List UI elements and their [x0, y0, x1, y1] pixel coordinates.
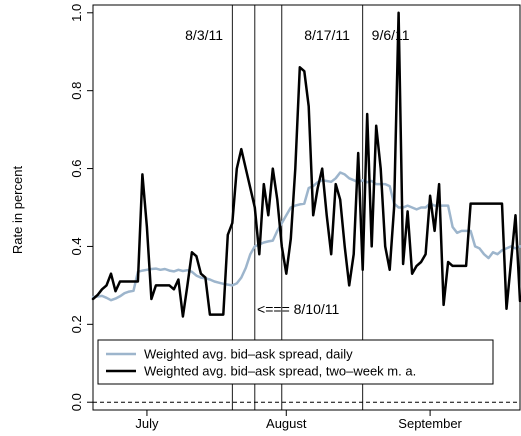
y-axis-title: Rate in percent — [10, 166, 25, 255]
annotations: 8/3/11 8/17/11 9/6/11 <=== 8/10/11 — [185, 27, 410, 317]
plot-area — [92, 4, 521, 411]
x-tick-label: July — [135, 416, 159, 431]
axes: 0.0 0.2 0.4 0.6 0.8 1.0 July August September — [69, 4, 463, 431]
y-tick-label: 0.8 — [69, 82, 84, 100]
legend-label: Weighted avg. bid–ask spread, two–week m… — [144, 364, 416, 379]
legend-box — [97, 339, 494, 385]
plot-border — [92, 4, 521, 411]
series-line-daily — [91, 171, 521, 302]
annotation-label: <=== 8/10/11 — [257, 301, 339, 317]
y-tick-label: 0.2 — [69, 315, 84, 333]
x-tick-label: August — [266, 416, 307, 431]
legend: Weighted avg. bid–ask spread, daily Weigh… — [97, 339, 494, 385]
y-tick-label: 0.6 — [69, 160, 84, 178]
y-tick-label: 0.4 — [69, 237, 84, 255]
series-line-moving-average — [91, 11, 521, 318]
annotation-label: 8/17/11 — [304, 27, 350, 43]
series-layer — [91, 11, 521, 318]
annotation-label: 9/6/11 — [372, 27, 410, 43]
legend-label: Weighted avg. bid–ask spread, daily — [144, 347, 353, 362]
annotation-label: 8/3/11 — [185, 27, 223, 43]
x-tick-label: September — [398, 416, 462, 431]
y-tick-label: 0.0 — [69, 393, 84, 411]
y-tick-label: 1.0 — [69, 4, 84, 22]
